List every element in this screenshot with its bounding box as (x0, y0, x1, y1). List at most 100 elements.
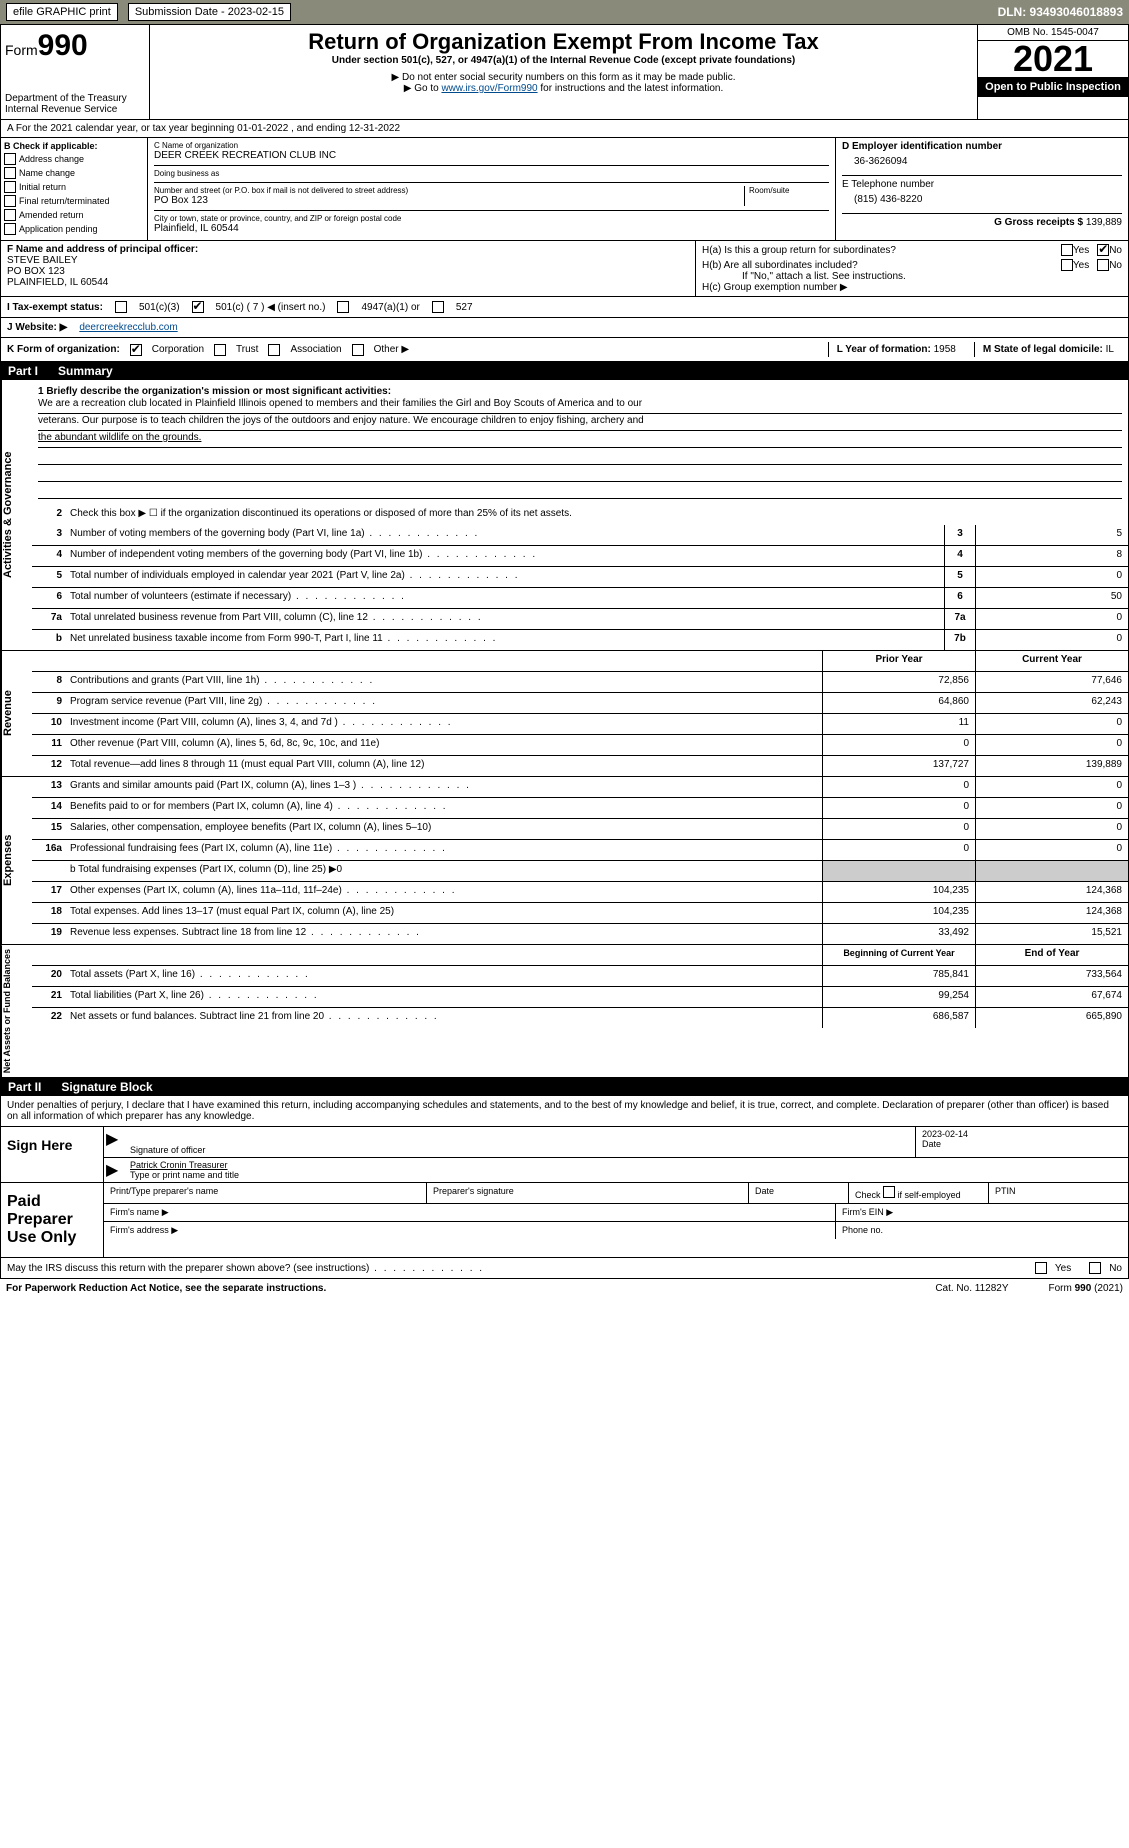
ptin-label: PTIN (988, 1183, 1128, 1204)
checkbox-app-pending[interactable] (4, 223, 16, 235)
l9c: 62,243 (975, 693, 1128, 713)
checkbox-4947[interactable] (337, 301, 349, 313)
dept-label: Department of the Treasury Internal Reve… (5, 93, 145, 115)
hc-label: H(c) Group exemption number ▶ (702, 282, 1122, 293)
sig-date: 2023-02-14 (922, 1129, 1122, 1139)
form-prefix: Form (5, 42, 38, 58)
l17p: 104,235 (822, 882, 975, 902)
l15p: 0 (822, 819, 975, 839)
website-link[interactable]: deercreekrecclub.com (79, 322, 177, 333)
l21c: 67,674 (975, 987, 1128, 1007)
form-number: Form990 (5, 29, 145, 63)
yes-label: Yes (1055, 1263, 1071, 1274)
ha-label: H(a) Is this a group return for subordin… (702, 245, 1061, 256)
prep-sig-label: Preparer's signature (426, 1183, 748, 1204)
section-j: J Website: ▶ deercreekrecclub.com (0, 318, 1129, 338)
end-header: End of Year (975, 945, 1128, 965)
checkbox-ha-no[interactable] (1097, 244, 1109, 256)
line3-val: 5 (975, 525, 1128, 545)
checkbox-ha-yes[interactable] (1061, 244, 1073, 256)
checkbox-501c3[interactable] (115, 301, 127, 313)
m-value: IL (1106, 344, 1114, 355)
checkbox-self-employed[interactable] (883, 1186, 895, 1198)
line22: Net assets or fund balances. Subtract li… (66, 1008, 822, 1028)
checkbox-amended[interactable] (4, 209, 16, 221)
checkbox-hb-yes[interactable] (1061, 259, 1073, 271)
d-label: D Employer identification number (842, 141, 1002, 152)
l16ap: 0 (822, 840, 975, 860)
501c3-label: 501(c)(3) (139, 302, 180, 313)
officer-addr2: PLAINFIELD, IL 60544 (7, 277, 689, 288)
officer-addr1: PO BOX 123 (7, 266, 689, 277)
checkbox-trust[interactable] (214, 344, 226, 356)
sig-declaration: Under penalties of perjury, I declare th… (1, 1096, 1128, 1126)
checkbox-corp[interactable] (130, 344, 142, 356)
line13: Grants and similar amounts paid (Part IX… (66, 777, 822, 797)
efile-label: efile GRAPHIC print (6, 3, 118, 21)
l20c: 733,564 (975, 966, 1128, 986)
line2: Check this box ▶ ☐ if the organization d… (66, 505, 1128, 525)
checkbox-name-change[interactable] (4, 167, 16, 179)
line8: Contributions and grants (Part VIII, lin… (66, 672, 822, 692)
trust-label: Trust (236, 344, 258, 355)
open-public: Open to Public Inspection (978, 77, 1128, 97)
line7a-val: 0 (975, 609, 1128, 629)
section-h: H(a) Is this a group return for subordin… (696, 241, 1128, 296)
prior-year-header: Prior Year (822, 651, 975, 671)
phone-value: (815) 436-8220 (842, 190, 1122, 209)
line5-val: 0 (975, 567, 1128, 587)
l8c: 77,646 (975, 672, 1128, 692)
dln-label: DLN: 93493046018893 (998, 5, 1123, 19)
form-label: Form 990 (2021) (1049, 1283, 1123, 1294)
begin-header: Beginning of Current Year (822, 945, 975, 965)
line18: Total expenses. Add lines 13–17 (must eq… (66, 903, 822, 923)
checkbox-assoc[interactable] (268, 344, 280, 356)
rev-vlabel: Revenue (1, 651, 32, 776)
main-title: Return of Organization Exempt From Incom… (154, 29, 973, 55)
hb-label: H(b) Are all subordinates included? (702, 260, 1061, 271)
part2-num: Part II (8, 1080, 41, 1094)
line6-val: 50 (975, 588, 1128, 608)
exp-vlabel: Expenses (1, 777, 32, 944)
irs-link[interactable]: www.irs.gov/Form990 (441, 83, 537, 94)
j-label: J Website: ▶ (7, 322, 67, 333)
section-b: B Check if applicable: Address change Na… (1, 138, 148, 240)
signature-block: Under penalties of perjury, I declare th… (0, 1096, 1129, 1279)
checkbox-may-no[interactable] (1089, 1262, 1101, 1274)
l12p: 137,727 (822, 756, 975, 776)
other-label: Other ▶ (374, 344, 409, 355)
l12c: 139,889 (975, 756, 1128, 776)
checkbox-527[interactable] (432, 301, 444, 313)
checkbox-initial-return[interactable] (4, 181, 16, 193)
l9p: 64,860 (822, 693, 975, 713)
sig-date-label: Date (922, 1139, 1122, 1149)
check-label: Name change (19, 168, 75, 178)
line19: Revenue less expenses. Subtract line 18 … (66, 924, 822, 944)
city-value: Plainfield, IL 60544 (154, 223, 829, 234)
checkbox-501c[interactable] (192, 301, 204, 313)
line14: Benefits paid to or for members (Part IX… (66, 798, 822, 818)
checkbox-may-yes[interactable] (1035, 1262, 1047, 1274)
part2-header: Part II Signature Block (0, 1078, 1129, 1096)
part2-title: Signature Block (61, 1080, 152, 1094)
checkbox-other[interactable] (352, 344, 364, 356)
page-footer: For Paperwork Reduction Act Notice, see … (0, 1279, 1129, 1298)
may-discuss: May the IRS discuss this return with the… (7, 1263, 484, 1274)
mission-line3: the abundant wildlife on the grounds. (38, 431, 1122, 448)
line11: Other revenue (Part VIII, column (A), li… (66, 735, 822, 755)
gov-vlabel: Activities & Governance (1, 380, 32, 650)
checkbox-final-return[interactable] (4, 195, 16, 207)
sig-officer-label: Signature of officer (130, 1145, 909, 1155)
ein-value: 36-3626094 (842, 152, 1122, 171)
checkbox-hb-no[interactable] (1097, 259, 1109, 271)
officer-name: STEVE BAILEY (7, 255, 689, 266)
net-vlabel: Net Assets or Fund Balances (1, 945, 32, 1077)
current-year-header: Current Year (975, 651, 1128, 671)
no-label: No (1109, 1263, 1122, 1274)
l10p: 11 (822, 714, 975, 734)
checkbox-address-change[interactable] (4, 153, 16, 165)
line4-val: 8 (975, 546, 1128, 566)
firm-name-label: Firm's name ▶ (104, 1204, 835, 1221)
l8p: 72,856 (822, 672, 975, 692)
l13c: 0 (975, 777, 1128, 797)
